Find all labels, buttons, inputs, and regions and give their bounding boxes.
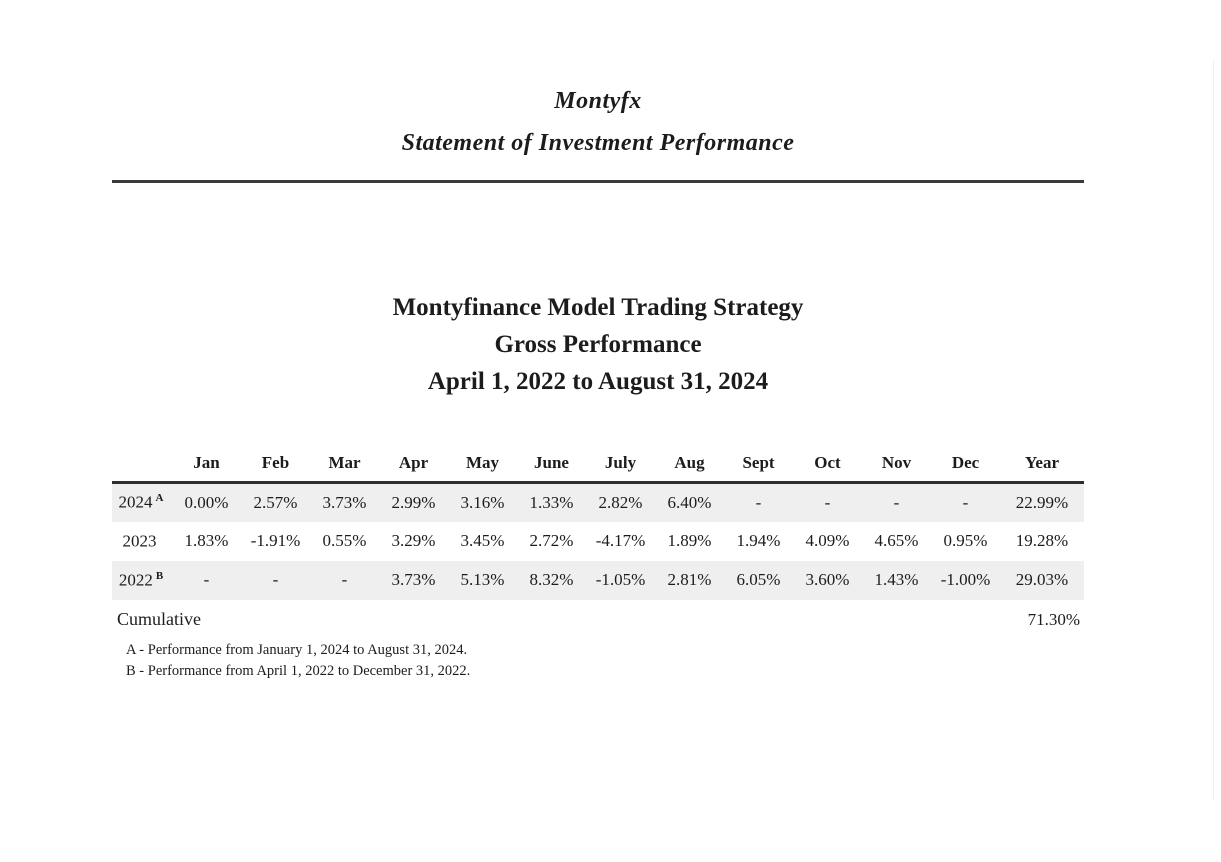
- report-title-line3: April 1, 2022 to August 31, 2024: [427, 368, 769, 395]
- cell-2023-aug: 1.89%: [667, 531, 712, 550]
- column-header-sept: Sept: [724, 449, 793, 484]
- column-header-nov: Nov: [862, 449, 931, 484]
- cell-2023-mar: 0.55%: [322, 531, 367, 550]
- cell-2023-july: -4.17%: [595, 531, 646, 550]
- cell-2022-nov: 1.43%: [862, 560, 931, 600]
- column-header-jan: Jan: [172, 449, 241, 484]
- cell-2024-july: 2.82%: [586, 482, 655, 522]
- scan-edge-artifact: [1213, 60, 1214, 800]
- column-header-june: June: [517, 449, 586, 484]
- letterhead: Montyfx Statement of Investment Performa…: [112, 0, 1084, 183]
- cumulative-label: Cumulative: [117, 608, 201, 629]
- cell-2022-mar: -: [310, 560, 379, 600]
- table-header-row: Jan Feb Mar Apr May June July Aug Sept O…: [112, 449, 1084, 484]
- report-title: Montyfinance Model Trading Strategy Gros…: [112, 289, 1084, 400]
- footnote-b: B - Performance from April 1, 2022 to De…: [126, 662, 471, 679]
- cell-2024-oct: -: [793, 482, 862, 522]
- cell-2023-feb: -1.91%: [250, 531, 301, 550]
- column-header-dec: Dec: [931, 449, 1000, 484]
- cumulative-row: Cumulative 71.30%: [112, 609, 1084, 630]
- cell-2022-sept: 6.05%: [724, 560, 793, 600]
- cell-2024-aug: 6.40%: [655, 482, 724, 522]
- cell-2023-june: 2.72%: [529, 531, 574, 550]
- year-label: 2022: [118, 570, 153, 590]
- report-title-line2: Gross Performance: [494, 331, 702, 358]
- row-label-2022: 2022 B: [112, 560, 172, 600]
- column-header-mar: Mar: [310, 449, 379, 484]
- header-empty-cell: [112, 449, 172, 484]
- cell-2022-aug: 2.81%: [655, 560, 724, 600]
- cell-2024-nov: -: [862, 482, 931, 522]
- table-row-2022: 2022 B - - - 3.73% 5.13% 8.32% -1.05% 2.8…: [112, 560, 1084, 600]
- table-row-2023: 2023 1.83% -1.91% 0.55% 3.29% 3.45% 2.72…: [112, 522, 1084, 561]
- footnotes: A - Performance from January 1, 2024 to …: [112, 640, 1084, 682]
- cell-2022-jan: -: [172, 560, 241, 600]
- footnote-marker-b: B: [155, 569, 164, 582]
- cell-2022-dec: -1.00%: [931, 560, 1000, 600]
- column-header-aug: Aug: [655, 449, 724, 484]
- cell-2024-apr: 2.99%: [379, 482, 448, 522]
- document-content: Montyfx Statement of Investment Performa…: [112, 0, 1084, 682]
- cell-2023-apr: 3.29%: [391, 531, 436, 550]
- cell-2022-june: 8.32%: [517, 560, 586, 600]
- cell-2023-oct: 4.09%: [805, 531, 850, 550]
- column-header-may: May: [448, 449, 517, 484]
- cell-2023-jan: 1.83%: [184, 531, 229, 550]
- cell-2023-sept: 1.94%: [736, 531, 781, 550]
- column-header-feb: Feb: [241, 449, 310, 484]
- letterhead-divider: [112, 180, 1084, 183]
- cell-2022-may: 5.13%: [448, 560, 517, 600]
- year-label: 2023: [122, 531, 157, 551]
- cell-2024-jan: 0.00%: [172, 482, 241, 522]
- footnote-a: A - Performance from January 1, 2024 to …: [126, 641, 468, 658]
- cell-2024-mar: 3.73%: [310, 482, 379, 522]
- cell-2023-nov: 4.65%: [874, 531, 919, 550]
- column-header-july: July: [586, 449, 655, 484]
- cell-2022-oct: 3.60%: [793, 560, 862, 600]
- cell-2024-feb: 2.57%: [241, 482, 310, 522]
- footnote-marker-none: [157, 531, 160, 543]
- cell-2022-apr: 3.73%: [379, 560, 448, 600]
- year-label: 2024: [118, 493, 153, 513]
- cell-2023-may: 3.45%: [460, 531, 505, 550]
- cell-2022-feb: -: [241, 560, 310, 600]
- column-header-oct: Oct: [793, 449, 862, 484]
- cumulative-value: 71.30%: [1027, 609, 1080, 629]
- footnote-marker-a: A: [155, 492, 164, 505]
- report-title-line1: Montyfinance Model Trading Strategy: [392, 294, 804, 321]
- cell-2022-year: 29.03%: [1000, 560, 1084, 600]
- row-label-2023: 2023: [112, 522, 172, 561]
- company-name: Montyfx: [554, 88, 642, 114]
- column-header-year: Year: [1000, 449, 1084, 484]
- cell-2024-sept: -: [724, 482, 793, 522]
- document-type-title: Statement of Investment Performance: [401, 130, 795, 156]
- cell-2024-year: 22.99%: [1000, 482, 1084, 522]
- row-label-2024: 2024 A: [112, 482, 172, 522]
- cell-2022-july: -1.05%: [586, 560, 655, 600]
- performance-table-section: Jan Feb Mar Apr May June July Aug Sept O…: [112, 449, 1084, 682]
- cell-2024-may: 3.16%: [448, 482, 517, 522]
- cell-2024-june: 1.33%: [517, 482, 586, 522]
- table-row-2024: 2024 A 0.00% 2.57% 3.73% 2.99% 3.16% 1.33…: [112, 482, 1084, 522]
- cell-2023-dec: 0.95%: [943, 531, 988, 550]
- performance-table: Jan Feb Mar Apr May June July Aug Sept O…: [112, 449, 1084, 600]
- cell-2023-year: 19.28%: [1015, 531, 1069, 550]
- cell-2024-dec: -: [931, 482, 1000, 522]
- column-header-apr: Apr: [379, 449, 448, 484]
